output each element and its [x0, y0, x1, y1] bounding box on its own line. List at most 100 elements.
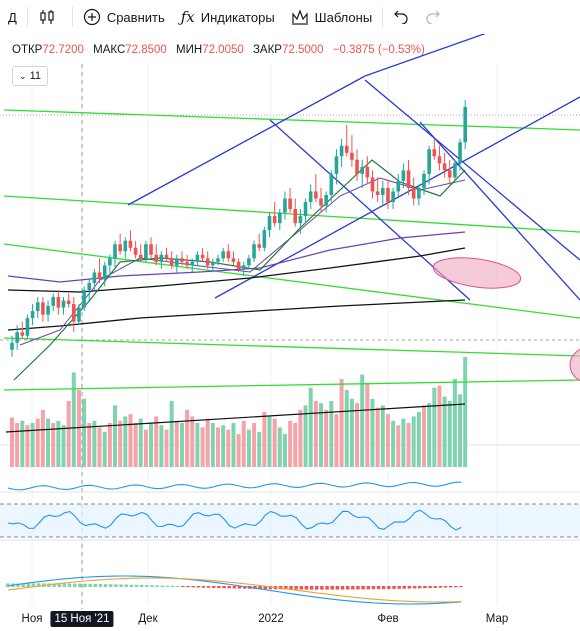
macd-histogram-bar	[454, 586, 458, 588]
macd-histogram-bar	[150, 585, 154, 587]
macd-histogram-bar	[72, 583, 77, 587]
ma-line	[7, 299, 466, 331]
macd-histogram-bar	[315, 586, 319, 590]
volume-bar	[385, 414, 390, 467]
volume-bar	[185, 409, 190, 467]
candle-body	[30, 311, 35, 319]
interval-button[interactable]: Д	[0, 0, 25, 34]
volume-bar	[370, 398, 375, 467]
candle-body	[87, 282, 92, 290]
volume-bar	[355, 403, 360, 467]
candle-body	[108, 258, 112, 266]
volume-bar	[267, 416, 272, 467]
volume-bars	[5, 357, 468, 467]
templates-button[interactable]: Шаблоны	[283, 0, 381, 34]
chart-type-button[interactable]	[30, 0, 70, 34]
candle-body	[195, 254, 200, 262]
candle-body	[241, 265, 246, 269]
volume-bar	[107, 423, 112, 467]
x-tick-label: Ноя	[21, 613, 43, 625]
candle-body	[144, 244, 148, 259]
volume-bar	[154, 416, 159, 467]
macd-signal-line	[7, 577, 462, 603]
macd-histogram-bar	[412, 586, 417, 589]
volume-bar	[334, 414, 339, 467]
volume-bar	[76, 390, 81, 467]
candle-body	[360, 166, 364, 174]
trend-line	[3, 379, 580, 391]
macd-histogram-bar	[129, 584, 134, 587]
volume-bar	[458, 394, 463, 467]
candle-body	[247, 258, 251, 266]
macd-histogram-bar	[109, 584, 113, 587]
volume-bar	[360, 374, 365, 467]
indicators-toggle[interactable]: ⌄ 11	[12, 66, 48, 86]
high-label: МАКС	[93, 44, 126, 56]
candle-body	[118, 244, 122, 252]
toolbar-divider	[382, 7, 384, 27]
volume-bar	[416, 412, 421, 467]
redo-button[interactable]	[417, 0, 449, 34]
candle-body	[339, 145, 344, 157]
indicators-button[interactable]: ƒx Индикаторы	[173, 0, 283, 34]
macd-histogram-bar	[340, 586, 345, 590]
undo-button[interactable]	[385, 0, 417, 34]
candle-body	[432, 149, 437, 157]
macd-histogram-bar	[191, 586, 195, 588]
macd-histogram-bar	[222, 586, 226, 589]
trend-line	[3, 195, 580, 233]
macd-histogram-bar	[36, 583, 41, 587]
support-zone	[432, 257, 522, 289]
toolbar-divider	[71, 7, 73, 27]
macd-histogram-bar	[433, 586, 437, 588]
price-chart[interactable]	[0, 34, 580, 609]
candle-body	[406, 170, 411, 188]
macd-histogram-bar	[217, 586, 221, 589]
macd-histogram-bar	[124, 584, 128, 587]
volume-bar	[10, 417, 14, 467]
candle-body	[453, 163, 457, 178]
volume-bar	[411, 416, 416, 467]
volume-bar	[272, 418, 277, 467]
volume-bar	[25, 425, 30, 467]
chevron-down-icon: ⌄	[19, 70, 27, 81]
volume-bar	[205, 418, 210, 467]
volume-bar	[401, 418, 406, 467]
candle-body	[324, 195, 328, 206]
trend-line	[3, 109, 580, 131]
macd-histogram-bar	[459, 586, 463, 588]
volume-bar	[349, 398, 354, 467]
candle-body	[175, 258, 179, 266]
volume-bar	[463, 357, 468, 467]
macd-histogram-bar	[170, 585, 175, 587]
volume-bar	[344, 390, 349, 467]
volume-bar	[313, 401, 318, 467]
macd-histogram-bar	[67, 583, 72, 587]
compare-button[interactable]: Сравнить	[75, 0, 173, 34]
macd-histogram-bar	[299, 586, 304, 590]
macd-histogram-bar	[304, 586, 309, 590]
candle-body	[102, 265, 107, 280]
volume-bar	[200, 427, 205, 467]
channel-line	[364, 34, 486, 77]
macd-histogram-bar	[21, 583, 25, 587]
redo-icon	[425, 8, 441, 27]
candle-body	[25, 318, 30, 336]
open-label: ОТКР	[12, 44, 43, 56]
macd-histogram-bar	[438, 586, 443, 588]
volume-bar	[324, 409, 329, 467]
volume-bar	[339, 379, 344, 467]
candle-body	[401, 170, 406, 181]
candles-icon	[38, 8, 56, 26]
candle-body	[10, 342, 14, 350]
macd-histogram-bar	[366, 586, 370, 590]
volume-bar	[138, 418, 143, 467]
macd-histogram-bar	[16, 583, 20, 587]
volume-bar	[51, 423, 56, 467]
volume-bar	[149, 423, 154, 467]
templates-label: Шаблоны	[314, 9, 373, 25]
volume-bar	[375, 407, 380, 467]
indicator-count: 11	[29, 70, 41, 82]
channel-line	[419, 121, 580, 301]
x-tick-label: Дек	[138, 613, 158, 625]
